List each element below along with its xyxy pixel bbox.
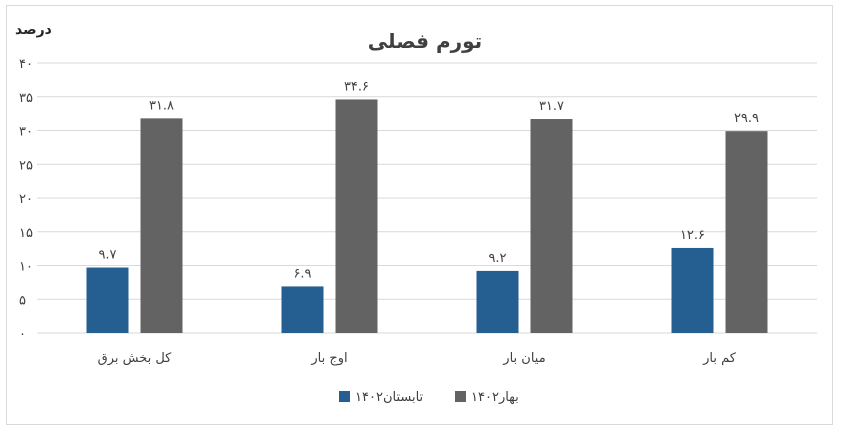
y-tick-label: ۴۰ bbox=[19, 57, 33, 72]
data-label: ۹.۲ bbox=[488, 251, 506, 266]
data-label: ۹.۷ bbox=[98, 248, 116, 263]
y-axis-unit-label: درصد bbox=[15, 22, 52, 38]
category-label: کل بخش برق bbox=[98, 351, 173, 366]
data-labels: ۱۲.۶ ۲۹.۹ ۹.۲ ۳۱.۷ ۶.۹ ۳۴.۶ ۹.۷ ۳۱.۸ bbox=[98, 79, 759, 281]
bar bbox=[335, 99, 378, 333]
data-label: ۶.۹ bbox=[293, 266, 311, 281]
legend-swatch bbox=[339, 391, 350, 402]
y-tick-label: ۳۰ bbox=[19, 125, 33, 140]
data-label: ۱۲.۶ bbox=[680, 228, 705, 243]
data-label: ۳۴.۶ bbox=[344, 79, 369, 94]
chart-title: تورم فصلی bbox=[368, 29, 482, 53]
y-tick-label: ۵ bbox=[19, 293, 26, 308]
category-labels: کم بار میان بار اوج بار کل بخش برق bbox=[98, 351, 737, 366]
bars bbox=[86, 99, 768, 334]
bar bbox=[725, 131, 768, 333]
bar bbox=[671, 247, 714, 333]
y-tick-label: ۱۰ bbox=[19, 260, 33, 275]
bar bbox=[86, 267, 129, 333]
category-label: میان بار bbox=[502, 351, 545, 366]
y-tick-label: ۱۵ bbox=[19, 226, 33, 241]
y-axis-ticks: ۰ ۵ ۱۰ ۱۵ ۲۰ ۲۵ ۳۰ ۳۵ ۴۰ bbox=[19, 57, 33, 342]
y-tick-label: ۰ bbox=[19, 327, 26, 342]
chart-svg: درصد تورم فصلی ۰ ۵ ۱۰ ۱۵ ۲۰ ۲۵ ۳۰ ۳۵ ۴۰ ۱۲.۶ ۲۹.۹… bbox=[15, 22, 817, 405]
data-label: ۳۱.۸ bbox=[149, 98, 174, 113]
legend: تابستان۱۴۰۲ بهار۱۴۰۲ bbox=[339, 390, 519, 405]
bar bbox=[530, 119, 573, 334]
bar bbox=[476, 270, 519, 333]
y-tick-label: ۳۵ bbox=[19, 91, 33, 106]
category-label: اوج بار bbox=[310, 351, 347, 366]
legend-label: بهار۱۴۰۲ bbox=[471, 390, 519, 405]
y-tick-label: ۲۰ bbox=[19, 192, 33, 207]
data-label: ۲۹.۹ bbox=[734, 111, 759, 126]
chart-area: درصد تورم فصلی ۰ ۵ ۱۰ ۱۵ ۲۰ ۲۵ ۳۰ ۳۵ ۴۰ ۱۲.۶ ۲۹.۹… bbox=[6, 5, 833, 425]
category-label: کم بار bbox=[702, 351, 737, 366]
legend-label: تابستان۱۴۰۲ bbox=[355, 390, 424, 405]
legend-swatch bbox=[455, 391, 466, 402]
bar bbox=[281, 286, 324, 333]
bar bbox=[140, 118, 183, 333]
y-tick-label: ۲۵ bbox=[19, 158, 33, 173]
data-label: ۳۱.۷ bbox=[539, 99, 564, 114]
